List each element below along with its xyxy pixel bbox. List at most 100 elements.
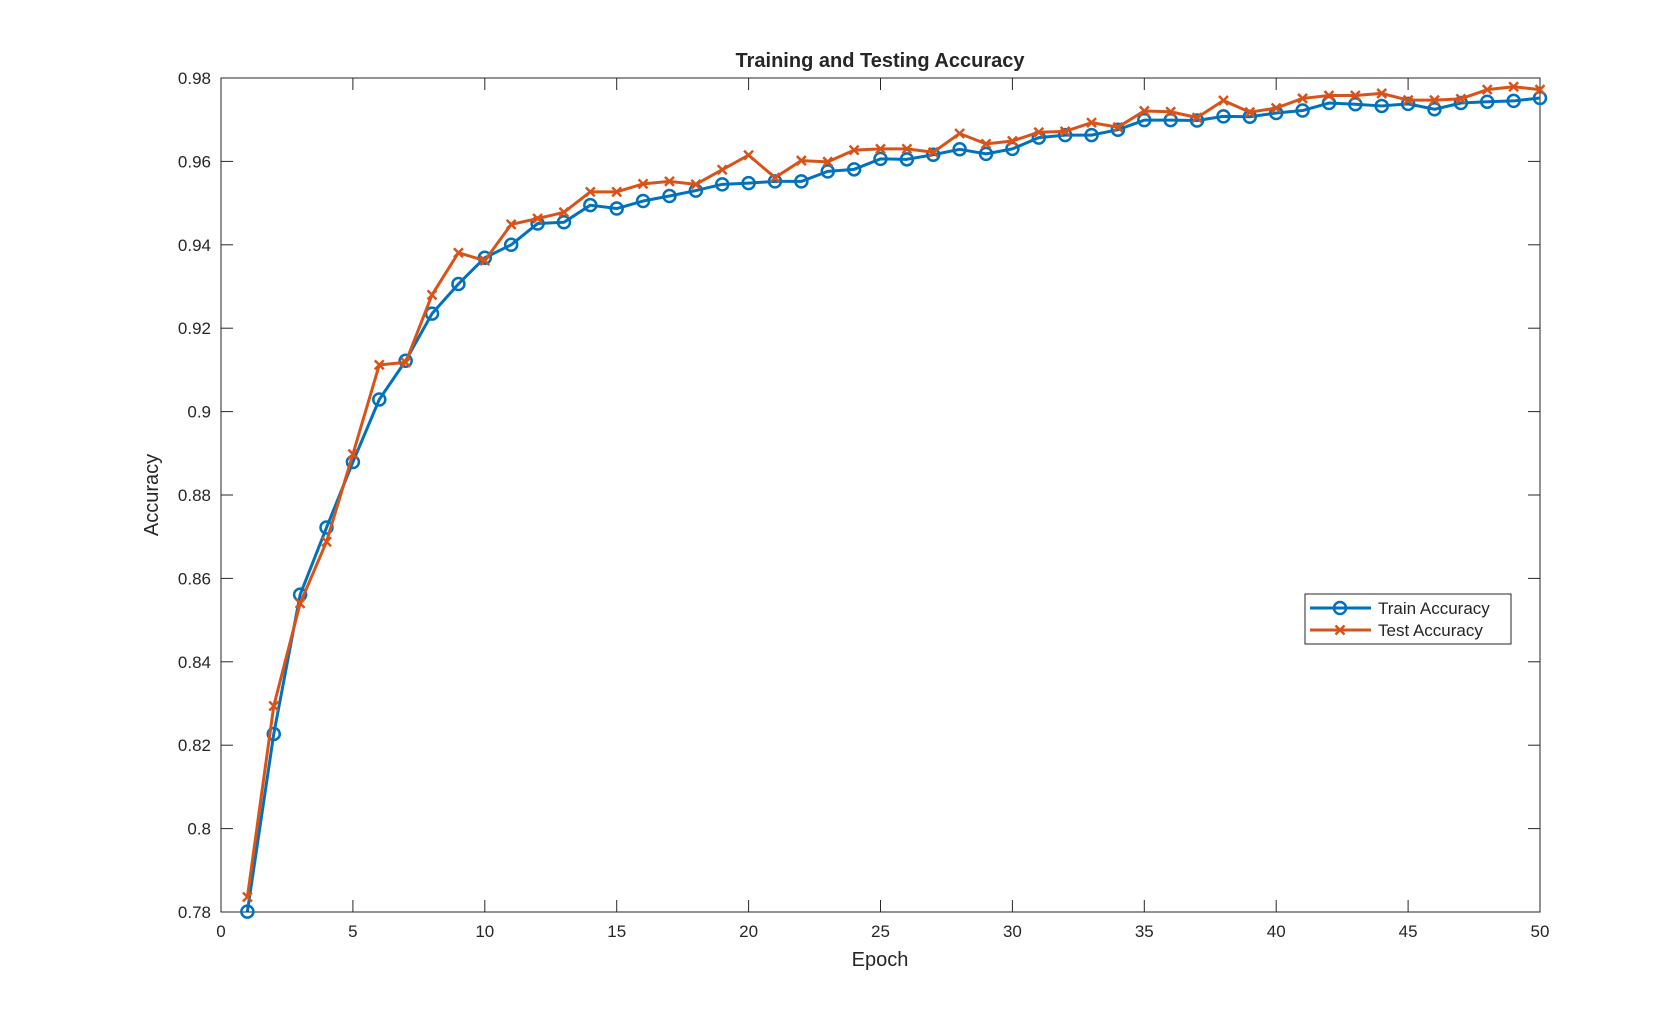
data-point bbox=[1376, 88, 1388, 99]
data-point bbox=[664, 176, 675, 187]
data-point bbox=[240, 904, 255, 919]
data-point bbox=[1270, 102, 1282, 114]
data-point bbox=[1323, 90, 1335, 101]
data-point bbox=[795, 155, 807, 166]
data-point bbox=[873, 151, 888, 167]
x-tick-label: 10 bbox=[475, 922, 494, 941]
data-point bbox=[1137, 112, 1152, 128]
data-point bbox=[822, 156, 834, 168]
data-point bbox=[241, 891, 253, 903]
data-point bbox=[1479, 94, 1495, 110]
data-point bbox=[1007, 135, 1018, 147]
data-point bbox=[1163, 112, 1178, 128]
data-point bbox=[372, 392, 387, 407]
data-point bbox=[741, 175, 756, 191]
data-point bbox=[1349, 90, 1361, 101]
data-point bbox=[637, 178, 649, 190]
legend-label-train: Train Accuracy bbox=[1378, 599, 1490, 618]
data-point bbox=[1033, 126, 1045, 138]
data-point bbox=[769, 172, 781, 184]
data-point bbox=[954, 128, 966, 139]
x-axis-ticks: 0 5 10 15 20 25 30 35 40 45 50 bbox=[216, 78, 1549, 941]
data-point bbox=[583, 197, 598, 213]
y-tick-label: 0.92 bbox=[178, 319, 211, 338]
data-point bbox=[505, 218, 517, 230]
series-0 bbox=[240, 90, 1548, 919]
x-tick-label: 35 bbox=[1135, 922, 1154, 941]
legend: Train Accuracy Test Accuracy bbox=[1304, 593, 1512, 645]
x-tick-label: 5 bbox=[348, 922, 357, 941]
data-point bbox=[1244, 106, 1256, 118]
chart-title: Training and Testing Accuracy bbox=[736, 50, 1026, 72]
data-point bbox=[1532, 90, 1548, 106]
data-point bbox=[875, 143, 886, 155]
y-tick-label: 0.78 bbox=[178, 903, 211, 922]
plot-area bbox=[220, 77, 1541, 913]
data-point bbox=[558, 206, 570, 218]
series-1 bbox=[241, 81, 1546, 903]
data-point bbox=[794, 174, 809, 189]
data-point bbox=[1402, 94, 1414, 106]
legend-marker-train bbox=[1332, 600, 1348, 616]
legend-label-test: Test Accuracy bbox=[1378, 621, 1483, 640]
series-line bbox=[245, 85, 1541, 898]
data-point bbox=[1453, 95, 1469, 111]
data-point bbox=[1165, 106, 1177, 118]
y-tick-label: 0.84 bbox=[178, 653, 211, 672]
series-layer bbox=[240, 81, 1548, 919]
data-point bbox=[1481, 84, 1493, 96]
data-point bbox=[899, 152, 915, 167]
x-tick-label: 40 bbox=[1267, 922, 1286, 941]
x-tick-label: 30 bbox=[1003, 922, 1022, 941]
x-tick-label: 20 bbox=[739, 922, 758, 941]
x-tick-label: 0 bbox=[216, 922, 225, 941]
data-point bbox=[716, 164, 728, 176]
data-point bbox=[1218, 95, 1229, 106]
data-point bbox=[846, 162, 862, 177]
data-point bbox=[1191, 112, 1203, 123]
data-point bbox=[266, 726, 282, 742]
data-point bbox=[479, 255, 491, 267]
data-point bbox=[1084, 127, 1099, 143]
data-point bbox=[398, 353, 413, 368]
data-point bbox=[1138, 105, 1150, 117]
data-point bbox=[400, 357, 412, 368]
data-point bbox=[1059, 125, 1071, 137]
x-tick-label: 45 bbox=[1399, 922, 1418, 941]
y-tick-label: 0.82 bbox=[178, 736, 211, 755]
data-point bbox=[268, 700, 280, 712]
y-axis-ticks: 0.78 0.8 0.82 0.84 0.86 0.88 0.9 0.92 0.94 0.96 0.… bbox=[178, 69, 1540, 922]
data-point bbox=[690, 178, 702, 190]
y-tick-label: 0.86 bbox=[178, 569, 211, 588]
data-point bbox=[294, 598, 306, 609]
data-point bbox=[848, 144, 860, 156]
data-point bbox=[635, 193, 651, 209]
data-point bbox=[1189, 113, 1205, 128]
data-point bbox=[373, 359, 385, 371]
y-tick-label: 0.94 bbox=[178, 236, 211, 255]
data-point bbox=[426, 289, 438, 301]
data-point bbox=[1374, 98, 1389, 114]
x-tick-label: 25 bbox=[871, 922, 890, 941]
data-point bbox=[1216, 109, 1231, 124]
data-point bbox=[662, 188, 677, 204]
data-point bbox=[556, 215, 572, 230]
data-point bbox=[1057, 127, 1073, 143]
y-tick-label: 0.8 bbox=[187, 820, 211, 839]
data-point bbox=[451, 276, 466, 292]
data-point bbox=[347, 448, 359, 460]
data-point bbox=[978, 146, 994, 162]
data-point bbox=[1508, 81, 1520, 93]
data-point bbox=[1112, 121, 1124, 133]
data-point bbox=[901, 143, 913, 155]
y-tick-label: 0.98 bbox=[178, 69, 211, 88]
data-point bbox=[503, 237, 519, 253]
data-point bbox=[927, 146, 939, 158]
data-point bbox=[319, 520, 334, 535]
data-point bbox=[926, 147, 941, 162]
y-tick-label: 0.96 bbox=[178, 152, 211, 171]
legend-x-marker bbox=[1334, 624, 1346, 636]
data-point bbox=[1005, 141, 1020, 157]
data-point bbox=[532, 213, 543, 224]
